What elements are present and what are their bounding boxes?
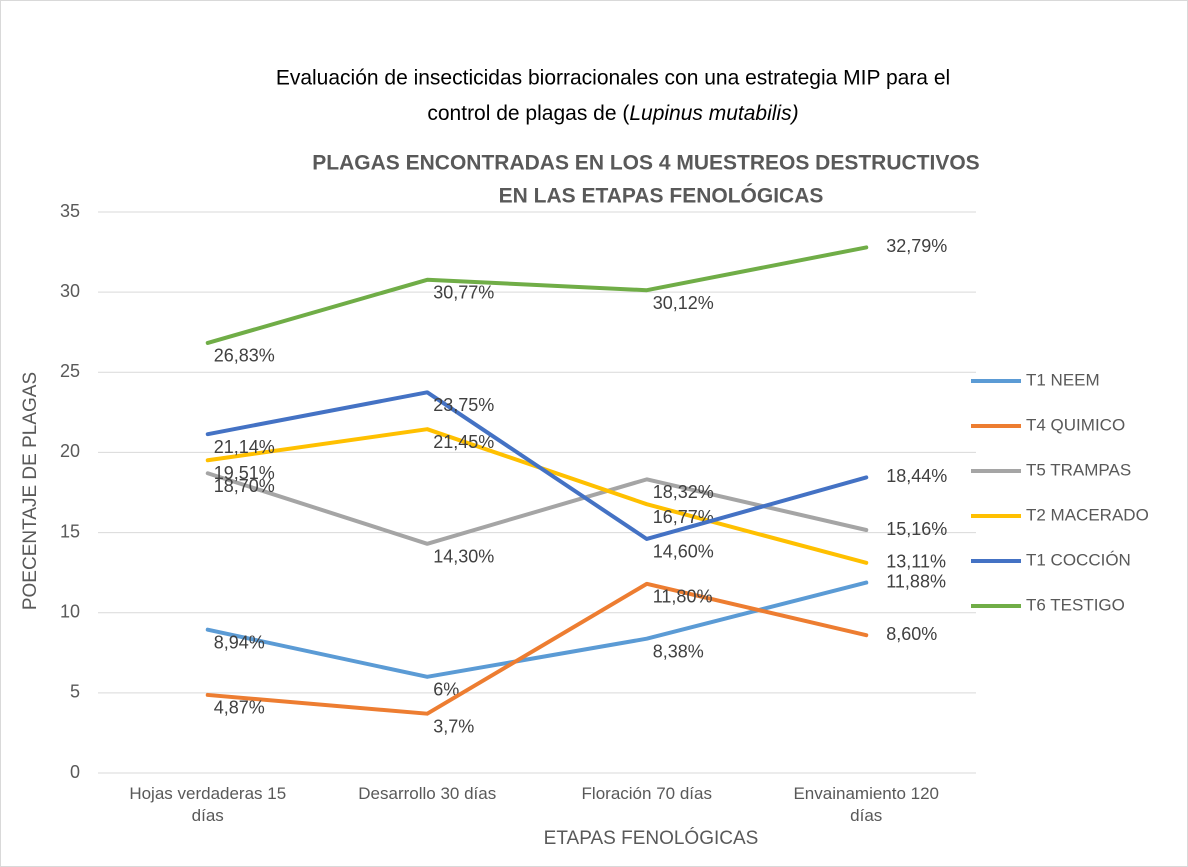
data-label: 14,30% (433, 547, 494, 567)
data-label: 6% (433, 680, 459, 700)
data-label: 23,75% (433, 395, 494, 415)
y-axis-label: POECENTAJE DE PLAGAS (20, 372, 41, 610)
chart-title-italic: Lupinus mutabilis) (629, 102, 798, 125)
legend-label: T5 TRAMPAS (1026, 460, 1131, 479)
legend-label: T1 COCCIÓN (1026, 550, 1131, 569)
data-label: 14,60% (653, 542, 714, 562)
line (205, 245, 869, 345)
line (205, 471, 869, 546)
legend-label: T1 NEEM (1026, 370, 1100, 389)
chart-title-part: control de plagas de ( (427, 102, 629, 125)
line (205, 581, 869, 716)
chart-subtitle: PLAGAS ENCONTRADAS EN LOS 4 MUESTREOS DE… (312, 152, 979, 175)
x-tick-label: Envainamiento 120 días (793, 784, 940, 825)
y-tick-label: 30 (60, 281, 80, 301)
data-label: 16,77% (653, 507, 714, 527)
chart-subtitle: EN LAS ETAPAS FENOLÓGICAS (499, 184, 824, 208)
data-label: 30,77% (433, 283, 494, 303)
line (205, 427, 869, 565)
data-label: 11,88% (886, 571, 946, 591)
data-label: 15,16% (886, 519, 947, 539)
x-tick-label: Floración 70 días (581, 784, 712, 803)
data-label: 4,87% (214, 698, 265, 718)
data-label: 21,14% (214, 437, 275, 457)
legend-label: T2 MACERADO (1026, 505, 1149, 524)
y-tick-label: 10 (60, 601, 80, 621)
data-label: 8,38% (653, 641, 704, 661)
chart-title: Evaluación de insecticidas biorracionale… (276, 67, 950, 90)
data-label: 18,70% (214, 476, 275, 496)
data-label: 18,44% (886, 466, 947, 486)
data-label: 26,83% (214, 346, 275, 366)
x-tick-label: Desarrollo 30 días (358, 784, 497, 803)
data-label: 11,80% (653, 587, 713, 607)
data-label: 18,32% (653, 482, 714, 502)
legend-label: T6 TESTIGO (1026, 595, 1125, 614)
data-label: 32,79% (886, 236, 947, 256)
data-label: 8,60% (886, 624, 937, 644)
y-tick-label: 25 (60, 361, 80, 381)
line (205, 580, 869, 679)
y-tick-label: 5 (70, 682, 80, 702)
data-label: 8,94% (214, 632, 265, 652)
data-label: 19,51% (214, 463, 275, 483)
y-tick-label: 0 (70, 762, 80, 782)
y-tick-label: 20 (60, 441, 80, 461)
line (205, 390, 869, 541)
y-tick-label: 35 (60, 201, 80, 221)
x-axis-label: ETAPAS FENOLÓGICAS (544, 827, 759, 849)
chart-title: control de plagas de (Lupinus mutabilis) (427, 102, 798, 125)
legend-label: T4 QUIMICO (1026, 415, 1125, 434)
data-label: 13,11% (886, 552, 946, 572)
x-tick-label: Hojas verdaderas 15 días (129, 784, 287, 825)
data-label: 21,45% (433, 432, 494, 452)
y-tick-label: 15 (60, 521, 80, 541)
data-label: 30,12% (653, 293, 714, 313)
data-label: 3,7% (433, 716, 474, 736)
